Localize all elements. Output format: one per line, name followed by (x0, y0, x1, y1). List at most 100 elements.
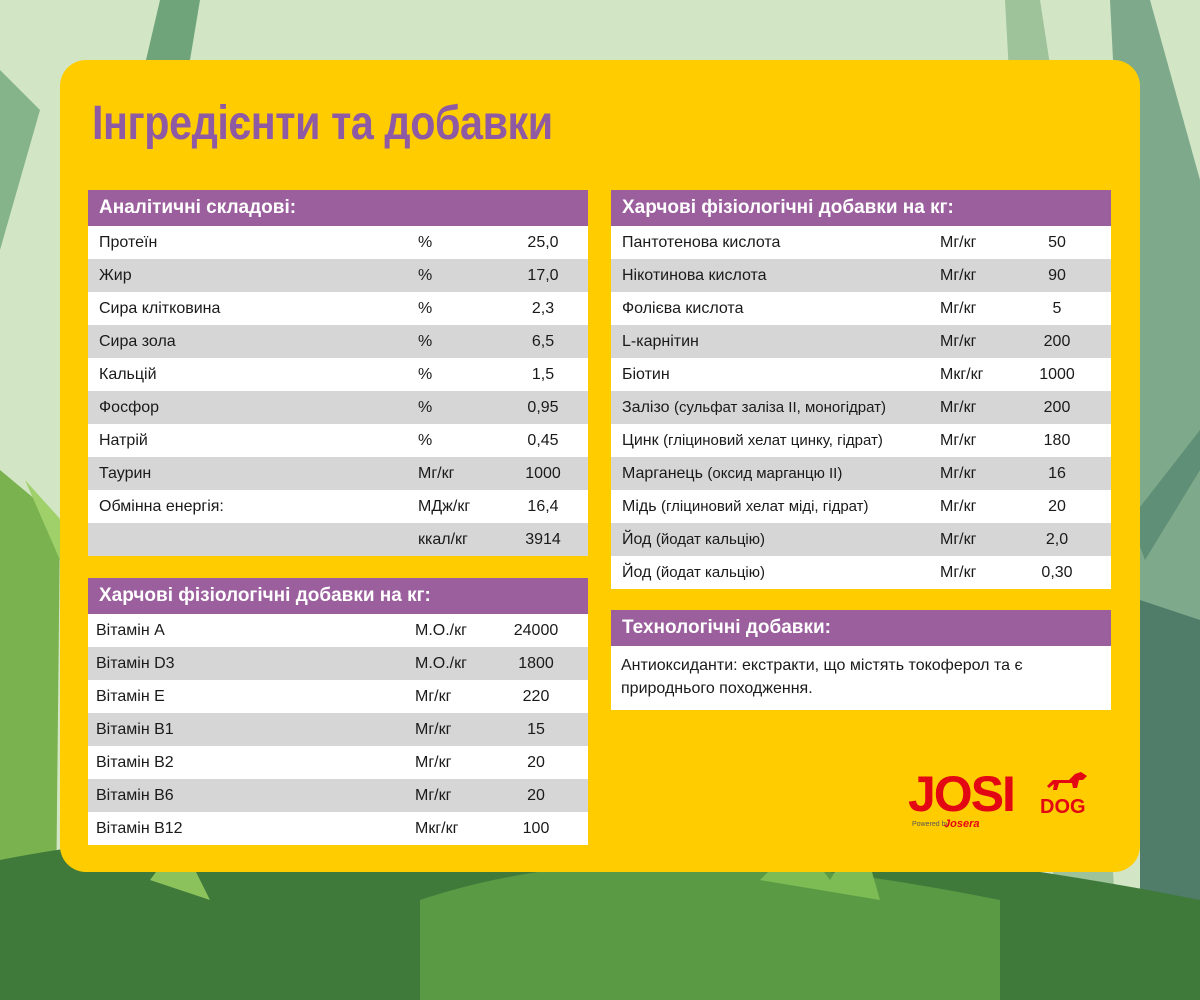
table-row: Протеїн% 25,0 (88, 226, 588, 259)
row-unit: Мкг/кг (415, 820, 459, 837)
table-row: Обмінна енергія: МДж/кг 16,4 (88, 490, 588, 523)
row-note: (гліциновий хелат цинку, гідрат) (663, 432, 883, 449)
table-row: Вітамін B1 Мг/кг 15 (88, 713, 588, 746)
row-value: 20 (527, 787, 545, 804)
row-name-text: Йод (622, 531, 652, 548)
row-name: Марганець (оксид марганцю II) (622, 457, 842, 490)
row-name: Сира клітковина (99, 292, 220, 325)
row-name: Фолієва кислота (622, 292, 743, 325)
row-value: 25,0 (527, 234, 559, 251)
row-name: Обмінна енергія: (99, 490, 224, 523)
row-name-text: Фолієва кислота (622, 300, 744, 317)
row-value: 16,4 (527, 498, 559, 515)
table-row: Кальцій% 1,5 (88, 358, 588, 391)
table-row: Вітамін B12 Мкг/кг 100 (88, 812, 588, 845)
row-name: L-карнітин (622, 325, 699, 358)
row-name-text: L-карнітин (622, 333, 699, 350)
row-name-text: Залізо (622, 399, 670, 416)
table-row: ккал/кг 3914 (88, 523, 588, 556)
row-name-text: Сира клітковина (99, 300, 221, 317)
row-unit: Мкг/кг (940, 366, 984, 383)
row-name-text: Вітамін B1 (96, 721, 174, 738)
row-name-text: Обмінна енергія: (99, 498, 224, 515)
row-name-text: Цинк (622, 432, 659, 449)
row-name-text: Сира зола (99, 333, 176, 350)
row-unit: ккал/кг (418, 531, 468, 548)
analytic-rows: Протеїн% 25,0 Жир% 17,0 Сира клітковина% 2,3 С… (88, 226, 588, 556)
table-row: Вітамін B2 Мг/кг 20 (88, 746, 588, 779)
row-unit: Мг/кг (940, 267, 977, 284)
minerals-table: Харчові фізіологічні добавки на кг: Пант… (611, 190, 1111, 589)
table-row: Вітамін B6 Мг/кг 20 (88, 779, 588, 812)
row-value: 2,3 (531, 300, 555, 317)
table-row: Пантотенова кислота Мг/кг 50 (611, 226, 1111, 259)
row-name: Пантотенова кислота (622, 226, 780, 259)
row-value: 15 (527, 721, 545, 738)
logo-parent: Josera (944, 818, 980, 830)
table-row: Цинк (гліциновий хелат цинку, гідрат) Мг/… (611, 424, 1111, 457)
table-row: Сира зола% 6,5 (88, 325, 588, 358)
row-unit: % (418, 333, 433, 350)
row-name-text: Вітамін B2 (96, 754, 174, 771)
row-value: 16 (1048, 465, 1066, 482)
row-unit: Мг/кг (415, 688, 452, 705)
row-value: 2,0 (1045, 531, 1069, 548)
row-unit: % (418, 300, 433, 317)
table-row: L-карнітин Мг/кг 200 (611, 325, 1111, 358)
table-row: Йод (йодат кальцію) Мг/кг 2,0 (611, 523, 1111, 556)
tech-table: Технологічні добавки: Антиоксиданти: екс… (611, 610, 1111, 710)
row-name: Кальцій (99, 358, 157, 391)
table-row: Вітамін E Мг/кг 220 (88, 680, 588, 713)
row-name-text: Вітамін A (96, 622, 165, 639)
row-unit: Мг/кг (415, 787, 452, 804)
row-unit: % (418, 366, 433, 383)
row-value: 0,95 (527, 399, 559, 416)
row-name: Йод (йодат кальцію) (622, 556, 765, 589)
row-name: Вітамін E (96, 680, 165, 713)
row-unit: МДж/кг (418, 498, 471, 515)
row-value: 3914 (525, 531, 561, 548)
row-value: 220 (522, 688, 550, 705)
row-unit: М.О./кг (415, 622, 467, 639)
row-name-text: Протеїн (99, 234, 158, 251)
row-name: Вітамін B12 (96, 812, 183, 845)
row-name: Вітамін B1 (96, 713, 174, 746)
row-unit: Мг/кг (940, 399, 977, 416)
table-row: Нікотинова кислота Мг/кг 90 (611, 259, 1111, 292)
page-title: Інгредієнти та добавки (92, 97, 553, 150)
row-value: 90 (1048, 267, 1066, 284)
vitamins-header: Харчові фізіологічні добавки на кг: (88, 578, 588, 614)
table-row: Вітамін D3 М.О./кг 1800 (88, 647, 588, 680)
logo-brand: JOSI (908, 766, 1016, 822)
row-note: (йодат кальцію) (655, 531, 766, 548)
table-row: Фосфор% 0,95 (88, 391, 588, 424)
row-note: (оксид марганцю II) (707, 465, 843, 482)
table-row: Жир% 17,0 (88, 259, 588, 292)
row-value: 20 (527, 754, 545, 771)
row-name-text: Кальцій (99, 366, 157, 383)
row-value: 1,5 (531, 366, 555, 383)
row-unit: Мг/кг (940, 432, 977, 449)
table-row: Йод (йодат кальцію) Мг/кг 0,30 (611, 556, 1111, 589)
row-unit: Мг/кг (940, 498, 977, 515)
row-name: Йод (йодат кальцію) (622, 523, 765, 556)
row-name: Фосфор (99, 391, 159, 424)
row-name-text: Натрій (99, 432, 148, 449)
row-unit: % (418, 432, 433, 449)
row-unit: Мг/кг (940, 300, 977, 317)
row-value: 100 (522, 820, 550, 837)
row-unit: Мг/кг (415, 754, 452, 771)
row-unit: Мг/кг (940, 465, 977, 482)
logo-powered: Powered by (912, 821, 949, 828)
row-value: 20 (1048, 498, 1066, 515)
row-value: 180 (1043, 432, 1071, 449)
row-name: Протеїн (99, 226, 157, 259)
row-value: 50 (1048, 234, 1066, 251)
table-row: Вітамін A М.О./кг 24000 (88, 614, 588, 647)
row-value: 200 (1043, 333, 1071, 350)
row-name: Цинк (гліциновий хелат цинку, гідрат) (622, 424, 883, 457)
row-unit: % (418, 399, 433, 416)
row-unit: Мг/кг (940, 531, 977, 548)
row-name: Залізо (сульфат заліза II, моногідрат) (622, 391, 886, 424)
row-value: 1000 (525, 465, 561, 482)
